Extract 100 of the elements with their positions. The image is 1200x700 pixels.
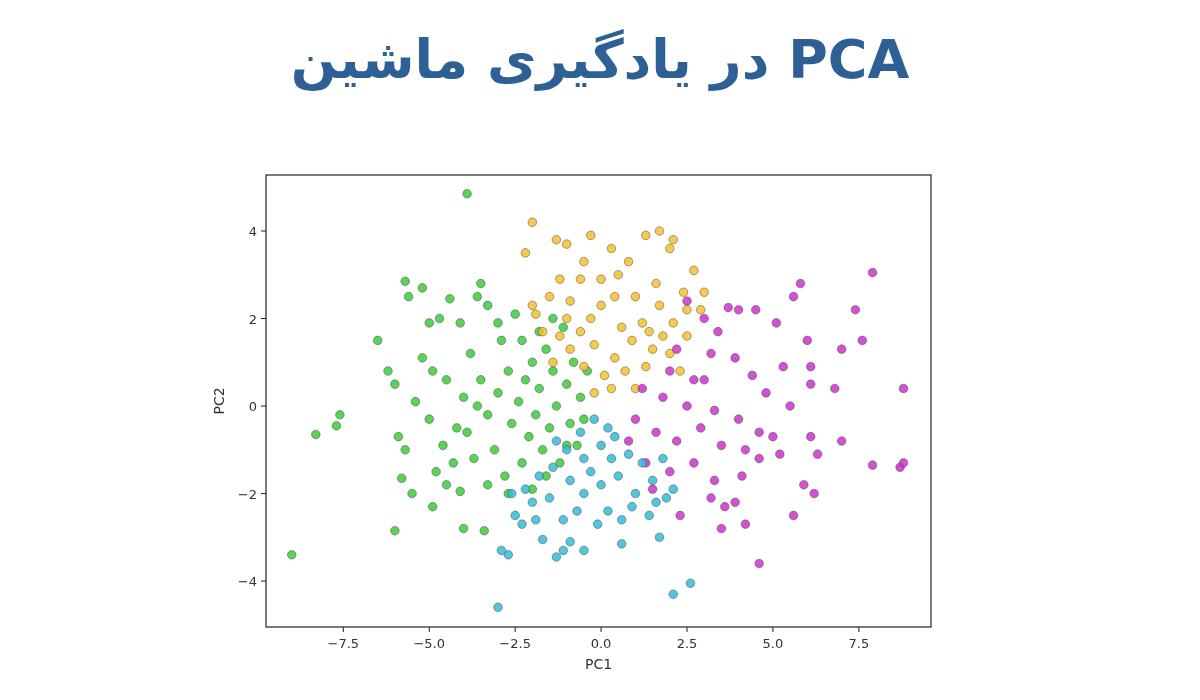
point (565, 475, 575, 486)
point (586, 466, 596, 477)
point (665, 243, 675, 254)
point (665, 348, 675, 359)
point (596, 440, 606, 451)
point (661, 493, 672, 503)
point (610, 291, 620, 302)
point (685, 578, 696, 588)
point (610, 431, 620, 442)
y-tick-label: 4 (248, 224, 257, 240)
point (613, 270, 623, 280)
point (668, 235, 678, 245)
point (579, 488, 589, 499)
point (551, 436, 562, 446)
point (592, 519, 603, 529)
point (548, 357, 558, 367)
point (562, 239, 572, 249)
point (654, 300, 665, 311)
point (596, 274, 606, 284)
point (527, 300, 538, 311)
point (651, 278, 661, 289)
point (520, 484, 531, 494)
point (551, 235, 562, 245)
y-tick-label: 2 (248, 311, 257, 327)
point (579, 256, 589, 267)
point (551, 552, 562, 562)
point (668, 318, 678, 328)
point (658, 453, 668, 464)
point (589, 388, 599, 398)
point (493, 602, 503, 613)
point (654, 226, 665, 236)
point (548, 462, 558, 472)
point (696, 305, 706, 315)
point (534, 471, 544, 481)
point (613, 471, 623, 481)
point (623, 449, 634, 459)
y-axis-title: PC2 (211, 387, 227, 415)
y-tick-label: 0 (248, 399, 257, 415)
point (654, 532, 665, 542)
point (510, 510, 520, 521)
point (558, 515, 568, 525)
point (675, 366, 685, 376)
point (589, 340, 599, 350)
point (637, 318, 648, 328)
point (658, 331, 668, 341)
point (647, 344, 658, 354)
point (579, 545, 589, 556)
x-tick-label: 5.0 (762, 636, 784, 651)
point (689, 265, 699, 276)
x-tick-label: 2.5 (676, 636, 698, 651)
y-tick-label: −4 (237, 574, 257, 590)
x-tick-label: −7.5 (327, 636, 360, 651)
point (565, 344, 575, 354)
point (599, 370, 610, 381)
point (641, 361, 651, 372)
x-tick-label: 7.5 (848, 636, 870, 651)
point (579, 453, 589, 464)
point (507, 488, 517, 499)
point (517, 519, 527, 529)
point (617, 515, 627, 525)
point (537, 326, 548, 337)
x-tick-label: 0.0 (590, 636, 612, 651)
point (527, 497, 538, 507)
x-axis-title: PC1 (584, 656, 613, 672)
point (496, 545, 507, 556)
point (620, 366, 630, 376)
point (531, 515, 541, 525)
point (603, 506, 613, 516)
point (682, 331, 692, 341)
point (579, 361, 589, 372)
point (651, 497, 661, 507)
point (644, 326, 654, 337)
point (617, 322, 627, 332)
chart-title: PCA در یادگیری ماشین (289, 28, 911, 91)
x-tick-label: −5.0 (413, 636, 446, 651)
point (544, 291, 555, 302)
point (641, 230, 651, 241)
point (606, 453, 617, 464)
point (627, 501, 637, 512)
point (589, 414, 599, 424)
point (572, 506, 582, 516)
point (596, 480, 606, 490)
point (562, 445, 572, 455)
point (606, 383, 617, 394)
point (647, 475, 658, 486)
point (668, 484, 678, 494)
point (678, 287, 689, 297)
point (586, 230, 596, 241)
point (603, 423, 613, 433)
point (623, 256, 634, 267)
point (630, 488, 641, 499)
point (562, 313, 572, 324)
point (575, 427, 586, 437)
point (520, 248, 531, 258)
y-tick-label: −2 (237, 486, 257, 502)
point (682, 305, 692, 315)
point (565, 296, 575, 306)
x-tick-label: −2.5 (499, 636, 531, 651)
point (637, 458, 648, 468)
point (617, 539, 627, 549)
